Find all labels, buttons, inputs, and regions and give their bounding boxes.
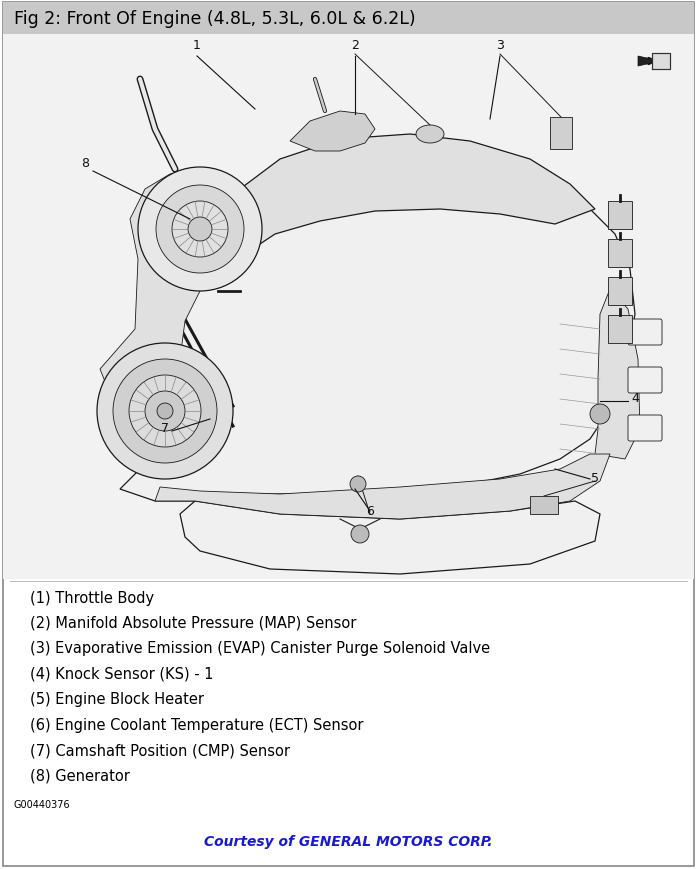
Circle shape xyxy=(351,526,369,543)
Bar xyxy=(608,315,632,343)
Text: (3) Evaporative Emission (EVAP) Canister Purge Solenoid Valve: (3) Evaporative Emission (EVAP) Canister… xyxy=(30,640,490,656)
Circle shape xyxy=(172,202,228,258)
Polygon shape xyxy=(120,145,635,501)
Circle shape xyxy=(157,403,173,420)
FancyBboxPatch shape xyxy=(628,415,662,441)
Bar xyxy=(608,278,632,306)
Text: 1: 1 xyxy=(193,39,201,52)
Polygon shape xyxy=(215,135,595,269)
FancyBboxPatch shape xyxy=(628,320,662,346)
Text: Courtesy of GENERAL MOTORS CORP.: Courtesy of GENERAL MOTORS CORP. xyxy=(204,834,492,848)
Text: (7) Camshaft Position (CMP) Sensor: (7) Camshaft Position (CMP) Sensor xyxy=(30,743,290,758)
Circle shape xyxy=(590,405,610,425)
Bar xyxy=(530,496,558,514)
Polygon shape xyxy=(100,169,200,420)
Polygon shape xyxy=(595,289,640,460)
Text: (2) Manifold Absolute Pressure (MAP) Sensor: (2) Manifold Absolute Pressure (MAP) Sen… xyxy=(30,615,356,630)
Bar xyxy=(550,118,572,149)
Circle shape xyxy=(113,360,217,463)
Circle shape xyxy=(138,168,262,292)
Text: (6) Engine Coolant Temperature (ECT) Sensor: (6) Engine Coolant Temperature (ECT) Sen… xyxy=(30,717,364,733)
Text: (4) Knock Sensor (KS) - 1: (4) Knock Sensor (KS) - 1 xyxy=(30,667,213,681)
Polygon shape xyxy=(290,112,375,152)
Ellipse shape xyxy=(416,126,444,144)
Text: (1) Throttle Body: (1) Throttle Body xyxy=(30,590,154,605)
Text: 5: 5 xyxy=(591,472,599,484)
Circle shape xyxy=(97,343,233,480)
Text: (8) Generator: (8) Generator xyxy=(30,768,130,783)
Text: (5) Engine Block Heater: (5) Engine Block Heater xyxy=(30,692,204,706)
Circle shape xyxy=(129,375,201,448)
Bar xyxy=(608,240,632,268)
Text: Fig 2: Front Of Engine (4.8L, 5.3L, 6.0L & 6.2L): Fig 2: Front Of Engine (4.8L, 5.3L, 6.0L… xyxy=(14,10,415,28)
Text: 4: 4 xyxy=(631,392,639,405)
FancyBboxPatch shape xyxy=(628,368,662,394)
Circle shape xyxy=(145,392,185,432)
Circle shape xyxy=(156,186,244,274)
Bar xyxy=(652,54,670,70)
Polygon shape xyxy=(180,501,600,574)
Text: 7: 7 xyxy=(161,421,169,434)
Text: 8: 8 xyxy=(81,156,89,169)
Text: 3: 3 xyxy=(496,39,504,52)
Bar xyxy=(3,3,694,35)
Polygon shape xyxy=(155,454,610,520)
Text: G00440376: G00440376 xyxy=(14,799,70,809)
Circle shape xyxy=(188,218,212,242)
Bar xyxy=(3,35,694,580)
Text: 2: 2 xyxy=(351,39,359,52)
Text: 6: 6 xyxy=(366,504,374,517)
Circle shape xyxy=(350,476,366,493)
Polygon shape xyxy=(638,57,660,67)
Bar xyxy=(608,202,632,229)
